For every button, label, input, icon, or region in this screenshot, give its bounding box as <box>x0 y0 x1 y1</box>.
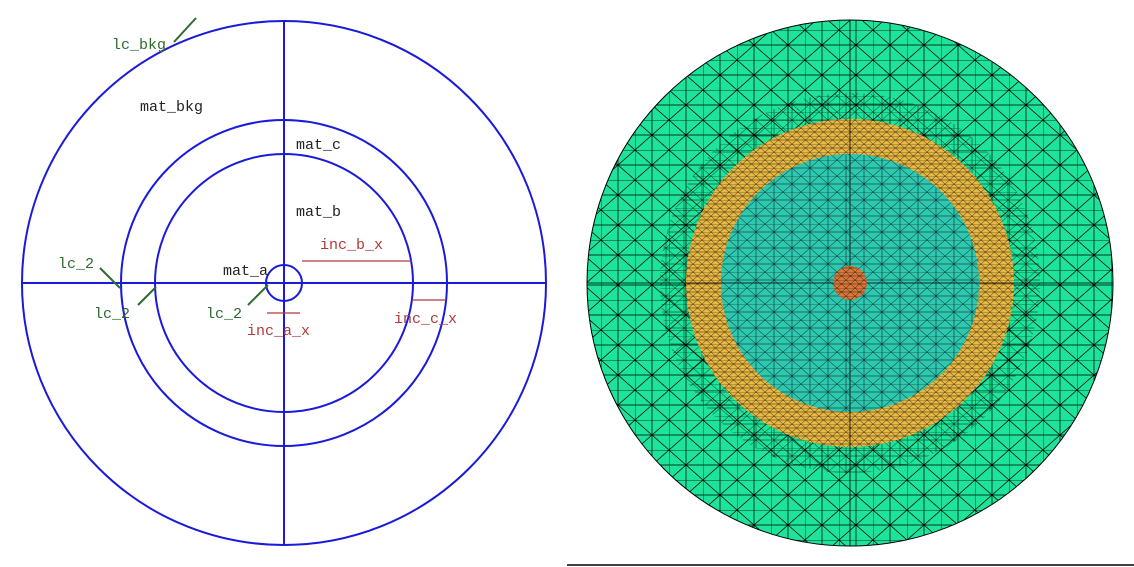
lc-2-center-label: lc_2 <box>206 306 242 323</box>
mat-a-label: mat_a <box>223 263 268 280</box>
boundary-lines <box>21 20 547 546</box>
lc-2-left-pointer <box>99 267 121 289</box>
lc-2-mid-pointer <box>137 286 157 306</box>
mat-a-core-mesh <box>833 266 867 300</box>
inc-c-x-label: inc_c_x <box>394 311 457 328</box>
geometry-panel: lc_bkg mat_bkg mat_c mat_b inc_b_x mat_a… <box>21 17 547 546</box>
lc-2-center-pointer <box>247 284 269 306</box>
inclusion-markers <box>267 260 446 314</box>
lc-bkg-label: lc_bkg <box>112 37 166 54</box>
lc-2-left-label: lc_2 <box>58 256 94 273</box>
lc-pointers <box>99 17 269 306</box>
lc-2-mid-label: lc_2 <box>94 306 130 323</box>
inc-a-x-label: inc_a_x <box>247 323 310 340</box>
mat-b-label: mat_b <box>296 204 341 221</box>
lc-bkg-pointer <box>173 17 197 43</box>
mesh-outer-edge <box>586 19 1114 547</box>
mesh-panel <box>567 19 1134 566</box>
geometry-labels: lc_bkg mat_bkg mat_c mat_b inc_b_x mat_a… <box>58 37 457 340</box>
inc-b-x-label: inc_b_x <box>320 237 383 254</box>
mat-c-label: mat_c <box>296 137 341 154</box>
mat-bkg-label: mat_bkg <box>140 99 203 116</box>
